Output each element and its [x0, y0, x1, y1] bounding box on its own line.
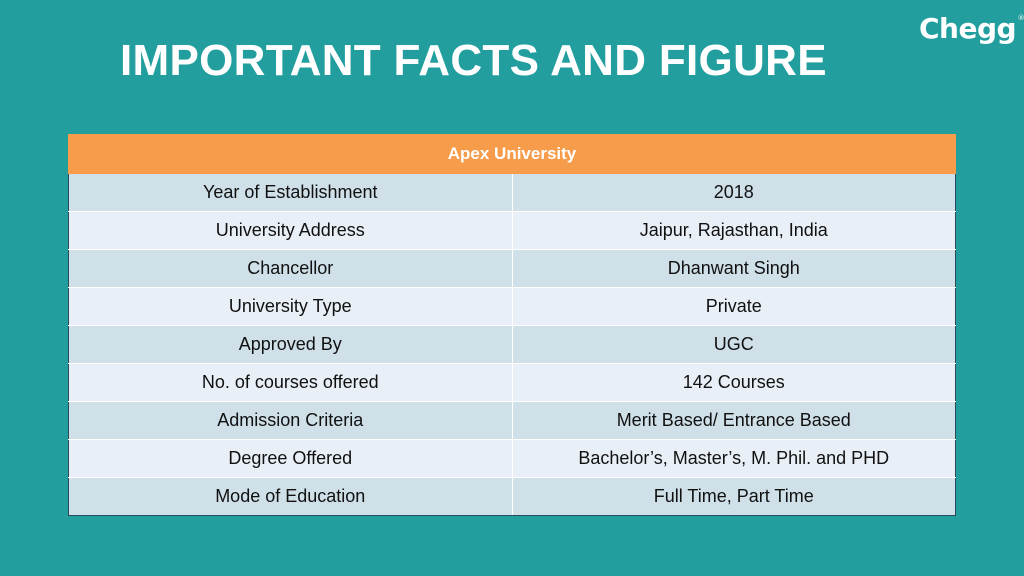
registered-mark: ®	[1017, 14, 1024, 22]
table-row: No. of courses offered 142 Courses	[68, 363, 956, 402]
row-label: No. of courses offered	[68, 363, 513, 402]
row-value: Private	[511, 287, 956, 326]
row-label: Mode of Education	[68, 477, 513, 516]
row-value: UGC	[511, 325, 956, 364]
table-row: Mode of Education Full Time, Part Time	[68, 477, 956, 516]
row-label: Degree Offered	[68, 439, 513, 478]
row-value: Dhanwant Singh	[511, 249, 956, 288]
table-row: Chancellor Dhanwant Singh	[68, 249, 956, 288]
logo-text: Chegg	[919, 12, 1017, 45]
chegg-logo: Chegg ®	[919, 12, 1024, 45]
table-row: Admission Criteria Merit Based/ Entrance…	[68, 401, 956, 440]
table-header-row: Apex University	[68, 134, 956, 174]
row-value: 2018	[511, 173, 956, 212]
row-label: University Address	[68, 211, 513, 250]
row-value: Merit Based/ Entrance Based	[511, 401, 956, 440]
table-row: University Type Private	[68, 287, 956, 326]
facts-table: Apex University Year of Establishment 20…	[68, 134, 956, 516]
row-value: Bachelor’s, Master’s, M. Phil. and PHD	[511, 439, 956, 478]
row-value: 142 Courses	[511, 363, 956, 402]
row-value: Jaipur, Rajasthan, India	[511, 211, 956, 250]
row-value: Full Time, Part Time	[511, 477, 956, 516]
row-label: Chancellor	[68, 249, 513, 288]
table-header: Apex University	[68, 134, 956, 174]
table-row: Year of Establishment 2018	[68, 173, 956, 212]
page-title: IMPORTANT FACTS AND FIGURE	[120, 36, 827, 85]
table-row: Degree Offered Bachelor’s, Master’s, M. …	[68, 439, 956, 478]
table-row: University Address Jaipur, Rajasthan, In…	[68, 211, 956, 250]
table-row: Approved By UGC	[68, 325, 956, 364]
row-label: Approved By	[68, 325, 513, 364]
row-label: Admission Criteria	[68, 401, 513, 440]
row-label: Year of Establishment	[68, 173, 513, 212]
row-label: University Type	[68, 287, 513, 326]
